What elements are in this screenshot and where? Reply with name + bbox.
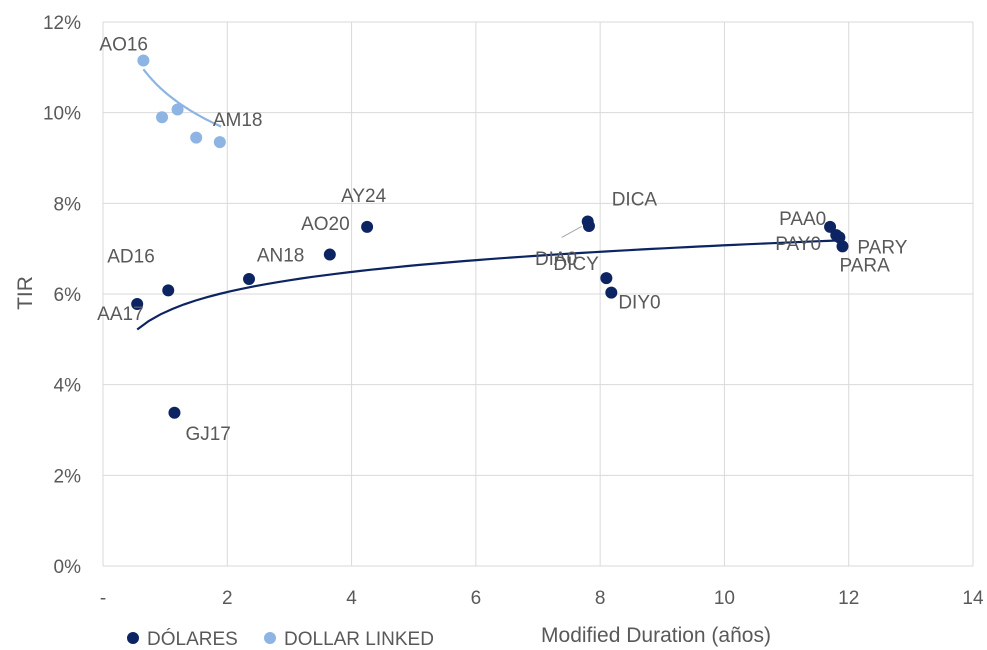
gridlines xyxy=(102,21,974,567)
data-point xyxy=(131,297,144,310)
x-tick-label: 2 xyxy=(222,588,233,609)
x-tick-label: - xyxy=(100,588,106,609)
point-label: AM18 xyxy=(213,110,263,131)
x-tick-label: 12 xyxy=(838,588,859,609)
x-tick-label: 8 xyxy=(595,588,606,609)
point-label: PARY xyxy=(857,237,907,258)
point-label: AA17 xyxy=(97,304,143,325)
data-point xyxy=(156,111,169,124)
x-tick-label: 14 xyxy=(962,588,984,609)
point-label: DIA0 xyxy=(535,249,577,270)
point-label: AD16 xyxy=(107,246,155,267)
data-point xyxy=(605,286,618,299)
data-point xyxy=(824,220,837,233)
point-label: PARA xyxy=(840,255,891,276)
y-tick-label: 2% xyxy=(54,466,82,487)
x-tick-label: 6 xyxy=(471,588,482,609)
trendline-dollar-linked xyxy=(142,68,222,128)
trendline-dolares xyxy=(136,239,840,331)
legend-label-dolares: DÓLARES xyxy=(147,628,238,650)
data-point xyxy=(361,220,374,233)
y-tick-label: 0% xyxy=(54,557,82,578)
data-point xyxy=(600,272,613,285)
x-tick-label: 4 xyxy=(346,588,357,609)
data-point xyxy=(243,273,256,286)
point-label: AN18 xyxy=(257,246,305,267)
tick-labels: - 2 4 6 8 10 12 14 0% 2% 4% 6% 8% 10% 12% xyxy=(43,13,984,609)
point-label: AY24 xyxy=(341,186,387,207)
data-point xyxy=(162,284,175,297)
point-label: DICA xyxy=(612,189,658,210)
data-point xyxy=(582,220,595,232)
data-point xyxy=(137,54,150,67)
legend-marker-dollar-linked xyxy=(264,632,276,644)
data-points xyxy=(131,54,849,419)
data-point xyxy=(213,136,226,149)
y-tick-label: 10% xyxy=(43,104,81,125)
y-tick-label: 4% xyxy=(54,376,82,397)
point-label: PAY0 xyxy=(775,234,821,255)
trendlines xyxy=(136,68,840,331)
leader-lines xyxy=(561,226,582,238)
legend: DÓLARES DOLLAR LINKED xyxy=(127,628,434,650)
point-label: AO16 xyxy=(99,35,148,56)
y-tick-label: 12% xyxy=(43,13,81,34)
legend-label-dollar-linked: DOLLAR LINKED xyxy=(284,629,434,650)
point-label: DIY0 xyxy=(618,293,660,314)
data-point xyxy=(833,231,846,244)
x-tick-label: 10 xyxy=(714,588,735,609)
data-point xyxy=(168,406,181,419)
point-label: DICY xyxy=(553,254,599,275)
data-point xyxy=(171,103,184,116)
y-axis-title: TIR xyxy=(14,276,37,310)
x-axis-title: Modified Duration (años) xyxy=(541,624,771,647)
label-leader-line xyxy=(561,226,582,238)
data-point xyxy=(323,248,336,261)
point-label: GJ17 xyxy=(185,424,230,445)
point-label: AO20 xyxy=(301,214,350,235)
y-tick-label: 8% xyxy=(54,194,82,215)
legend-marker-dolares xyxy=(127,632,139,644)
data-point xyxy=(836,240,849,253)
y-tick-label: 6% xyxy=(54,285,82,306)
point-label: PAA0 xyxy=(779,209,826,230)
data-point xyxy=(190,131,203,144)
